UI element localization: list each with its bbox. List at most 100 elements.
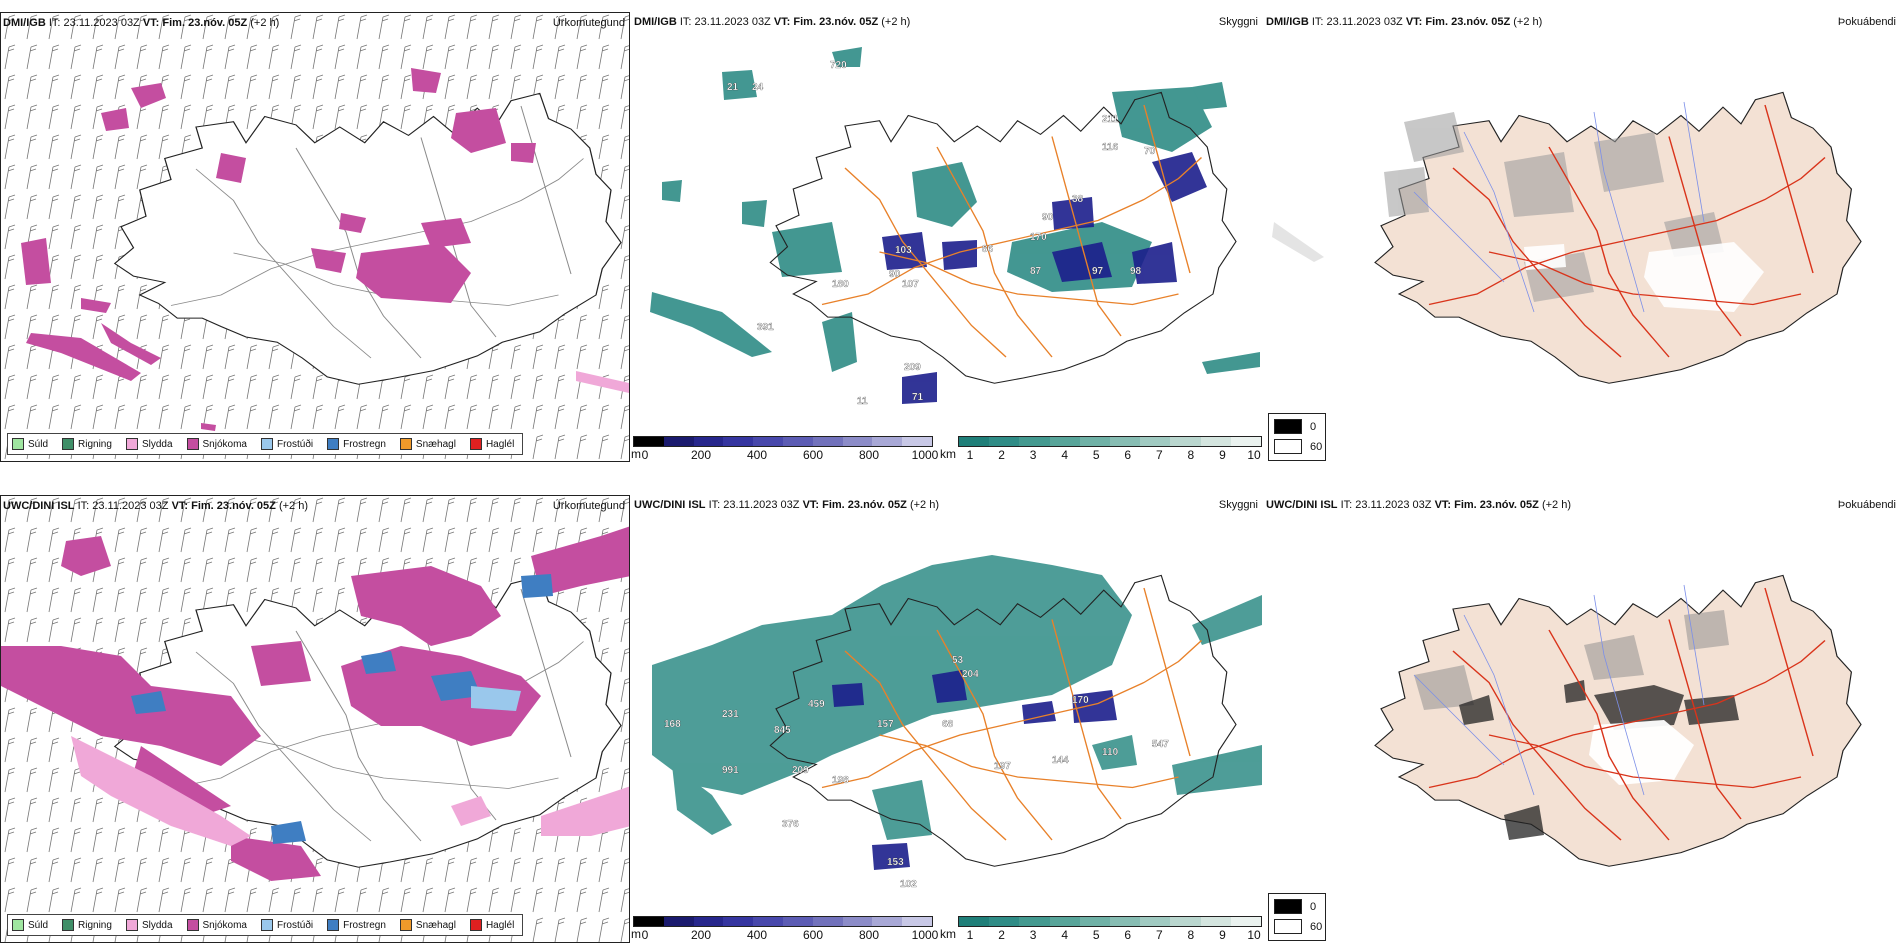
visibility-value-label: 845 <box>774 725 791 736</box>
precip-type-legend: Súld Rigning Slydda Snjókoma Frostúði Fr… <box>7 914 524 936</box>
panel-header: DMI/IGB IT: 23.11.2023 03Z VT: Fim. 23.n… <box>634 16 911 28</box>
fog-legend-row: 60 <box>1274 919 1322 934</box>
visibility-value-label: 24 <box>752 82 764 93</box>
panel-header: UWC/DINI ISL IT: 23.11.2023 03Z VT: Fim.… <box>3 500 309 512</box>
colorbar-swatch <box>812 917 843 926</box>
visibility-value-label: 391 <box>757 322 774 333</box>
visibility-value-label: 170 <box>1030 232 1047 243</box>
colorbar-tick-label: 4 <box>1061 928 1068 942</box>
visibility-value-label: 86 <box>982 244 994 255</box>
visibility-value-label: 103 <box>895 245 912 256</box>
colorbar-swatch <box>1049 437 1080 446</box>
colorbar-swatch <box>693 437 724 446</box>
colorbar-km-scale <box>958 916 1262 927</box>
colorbar-tick-label: 400 <box>746 448 768 462</box>
colorbar-tick-label: 10 <box>1247 448 1261 462</box>
panel-header: DMI/IGB IT: 23.11.2023 03Z VT: Fim. 23.n… <box>3 17 280 29</box>
colorbar-swatch <box>753 437 783 446</box>
fog-legend-row: 0 <box>1274 899 1316 914</box>
legend-item: Frostregn <box>327 919 386 931</box>
legend-item: Slydda <box>125 438 173 450</box>
visibility-value-label: 180 <box>832 279 849 290</box>
legend-swatch <box>125 438 138 450</box>
visibility-value-label: 197 <box>994 761 1011 772</box>
panel-header: UWC/DINI ISL IT: 23.11.2023 03Z VT: Fim.… <box>634 499 940 511</box>
legend-item: Haglél <box>469 919 514 931</box>
legend-swatch <box>260 919 273 931</box>
visibility-value-label: 68 <box>942 719 954 730</box>
colorbar-km-ticks: 1 2 3 4 5 6 7 8 9 10 <box>958 447 1262 462</box>
colorbar-swatch <box>1110 437 1141 446</box>
fog-map <box>1272 91 1862 384</box>
visibility-value-label: 157 <box>877 719 894 730</box>
colorbar-swatch <box>1019 437 1050 446</box>
legend-item: Rigning <box>62 919 112 931</box>
colorbar-swatch <box>959 917 990 926</box>
parameter-title: Þokuábendi <box>1837 16 1896 28</box>
legend-item: Snæhagl <box>399 919 456 931</box>
colorbar-tick-label: 3 <box>1029 448 1037 462</box>
fog-legend-swatch-light <box>1274 439 1302 454</box>
colorbar-tick-label: 800 <box>858 448 880 462</box>
colorbar-tick-label: 7 <box>1155 448 1163 462</box>
colorbar-tick-label: 3 <box>1029 928 1037 942</box>
colorbar-tick-label: 6 <box>1124 928 1132 942</box>
legend-item: Frostregn <box>327 438 386 450</box>
colorbar-tick-label: 9 <box>1219 448 1226 462</box>
parameter-title: Þokuábendi <box>1837 499 1896 511</box>
colorbar-swatch <box>782 437 813 446</box>
visibility-value-label: 144 <box>1052 755 1069 766</box>
precip-map <box>1 496 629 942</box>
legend-swatch <box>125 919 138 931</box>
parameter-title: Skyggni <box>1218 499 1258 511</box>
visibility-value-label: 70 <box>1144 146 1156 157</box>
colorbar-swatch <box>902 917 932 926</box>
colorbar-swatch <box>693 917 724 926</box>
visibility-value-label: 153 <box>887 857 904 868</box>
parameter-title: Skyggni <box>1218 16 1258 28</box>
colorbar-swatch <box>723 917 754 926</box>
colorbar-swatch <box>1079 917 1111 926</box>
visibility-value-label: 991 <box>722 765 739 776</box>
colorbar-tick-label: 2 <box>998 928 1005 942</box>
colorbar-swatch <box>989 917 1020 926</box>
legend-swatch <box>399 438 412 450</box>
colorbar-tick-label: 1 <box>966 448 974 462</box>
legend-item: Haglél <box>469 438 514 450</box>
colorbar-m-unit: m <box>631 927 641 941</box>
legend-swatch <box>12 919 24 931</box>
visibility-value-label: 97 <box>1092 266 1104 277</box>
colorbar-swatch <box>723 437 754 446</box>
visibility-value-label: 90 <box>1042 212 1054 223</box>
colorbar-swatch <box>753 917 783 926</box>
colorbar-km-unit: km <box>940 927 956 941</box>
visibility-value-label: 53 <box>952 655 964 666</box>
colorbar-swatch <box>1110 917 1141 926</box>
fog-legend: 0 60 <box>1268 893 1326 941</box>
fog-legend-swatch-dark <box>1274 419 1302 434</box>
colorbar-tick-label: 8 <box>1187 928 1195 942</box>
legend-item: Frostúði <box>260 919 313 931</box>
legend-swatch <box>260 438 273 450</box>
legend-swatch <box>62 919 75 931</box>
colorbar-m-ticks: 0 200 400 600 800 1000 <box>633 927 939 942</box>
legend-item: Súld <box>12 919 48 931</box>
visibility-value-label: 209 <box>792 765 809 776</box>
map-panel-precip-uwc: UWC/DINI ISL IT: 23.11.2023 03Z VT: Fim.… <box>0 495 630 943</box>
colorbar-swatch <box>872 917 903 926</box>
colorbar-tick-label: 200 <box>690 928 712 942</box>
precip-map <box>1 13 629 461</box>
colorbar-km-ticks: 1 2 3 4 5 6 7 8 9 10 <box>958 927 1262 942</box>
legend-swatch <box>62 438 75 450</box>
colorbar-swatch <box>1170 437 1201 446</box>
visibility-value-label: 720 <box>830 60 847 71</box>
map-panel-visibility-dmi: 720 21 24 90 86 103 90 180 107 170 87 97 98 70 38 211 11… <box>632 12 1262 462</box>
visibility-value-label: 376 <box>782 819 799 830</box>
colorbar-swatch <box>1140 437 1171 446</box>
colorbar-swatch <box>663 437 694 446</box>
legend-swatch <box>469 438 482 450</box>
legend-swatch <box>12 438 24 450</box>
colorbar-swatch <box>634 437 664 446</box>
visibility-value-label: 211 <box>1102 114 1119 125</box>
legend-swatch <box>399 919 412 931</box>
